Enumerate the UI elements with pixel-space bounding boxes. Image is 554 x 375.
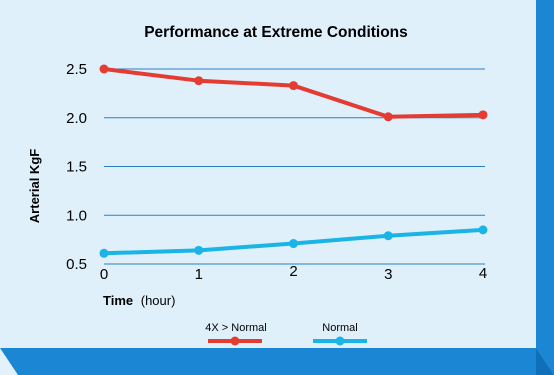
data-point-4x-normal [194, 76, 204, 86]
legend-marker-4x-normal [230, 336, 240, 346]
x-tick-label: 0 [100, 266, 108, 283]
y-axis-label: Arterial KgF [27, 149, 42, 223]
legend-marker-normal [335, 336, 345, 346]
data-point-normal [289, 239, 298, 249]
x-axis-label-name: Time [103, 293, 133, 308]
frame-bottom-side [0, 348, 554, 375]
frame-right-side [536, 0, 554, 375]
legend-item-4x-normal: 4X > Normal [205, 322, 267, 346]
x-axis-label: Time (hour) [103, 293, 175, 308]
chart-panel [0, 0, 536, 348]
legend-label-4x-normal: 4X > Normal [205, 322, 266, 334]
data-point-normal [194, 245, 204, 255]
x-tick-label: 2 [289, 263, 297, 280]
legend: 4X > Normal Normal [205, 322, 367, 346]
data-point-4x-normal [478, 110, 488, 120]
y-tick-label: 2.5 [66, 61, 87, 78]
series-layer [99, 64, 488, 258]
data-point-normal [99, 248, 109, 258]
data-point-4x-normal [99, 64, 109, 74]
data-point-4x-normal [383, 112, 393, 122]
y-tick-label: 1.5 [66, 159, 87, 176]
data-point-normal [383, 231, 393, 241]
x-tick-label: 1 [195, 266, 203, 283]
grid-lines [104, 68, 485, 265]
data-point-4x-normal [289, 81, 298, 91]
legend-label-normal: Normal [322, 322, 357, 334]
x-axis-label-unit: (hour) [141, 293, 176, 308]
x-tick-label: 4 [479, 265, 487, 282]
y-tick-label: 1.0 [66, 207, 87, 224]
x-tick-label: 3 [384, 266, 392, 283]
x-axis-ticks: 0 1 2 3 4 [100, 263, 487, 283]
chart-title: Performance at Extreme Conditions [144, 24, 408, 41]
data-point-normal [478, 225, 488, 235]
frame-corner-shade [536, 348, 554, 375]
y-tick-label: 0.5 [66, 256, 87, 273]
y-axis-ticks: 0.5 1.0 1.5 2.0 2.5 [66, 61, 87, 273]
y-tick-label: 2.0 [66, 110, 87, 127]
legend-item-normal: Normal [313, 322, 367, 346]
